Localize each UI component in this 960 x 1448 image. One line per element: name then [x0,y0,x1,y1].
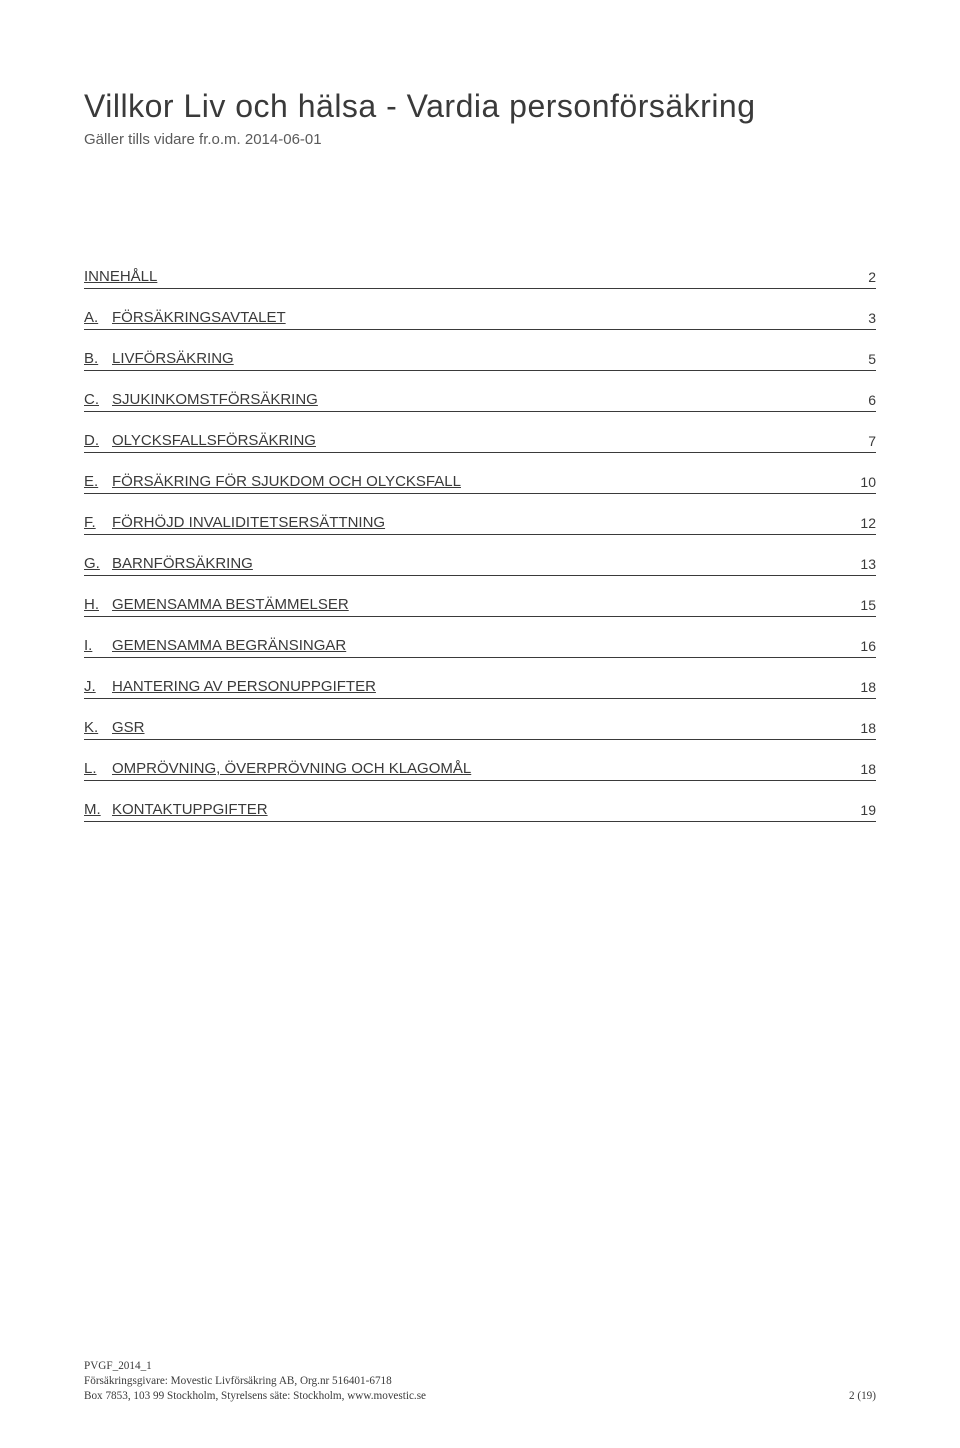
page-footer: PVGF_2014_1 Försäkringsgivare: Movestic … [84,1359,876,1404]
toc-row-text: OMPRÖVNING, ÖVERPRÖVNING OCH KLAGOMÅL [112,760,471,777]
toc-row[interactable]: J.HANTERING AV PERSONUPPGIFTER 18 [84,678,876,699]
toc-row-text: SJUKINKOMSTFÖRSÄKRING [112,391,318,408]
footer-line-1: PVGF_2014_1 [84,1359,876,1374]
toc-row-label: B.LIVFÖRSÄKRING [84,350,234,367]
toc-row-letter: E. [84,473,112,490]
toc-row[interactable]: I.GEMENSAMMA BEGRÄNSINGAR 16 [84,637,876,658]
toc-row[interactable]: A.FÖRSÄKRINGSAVTALET 3 [84,309,876,330]
toc-row-label: F.FÖRHÖJD INVALIDITETSERSÄTTNING [84,514,385,531]
toc-row[interactable]: M.KONTAKTUPPGIFTER 19 [84,801,876,822]
toc-row-label: G.BARNFÖRSÄKRING [84,555,253,572]
toc-row-page: 18 [860,679,876,695]
toc-row-text: HANTERING AV PERSONUPPGIFTER [112,678,376,695]
footer-line-3: Box 7853, 103 99 Stockholm, Styrelsens s… [84,1389,876,1404]
toc-row-page: 6 [868,392,876,408]
document-page: Villkor Liv och hälsa - Vardia personför… [0,0,960,1448]
toc-row-page: 18 [860,720,876,736]
page-subtitle: Gäller tills vidare fr.o.m. 2014-06-01 [84,131,876,148]
toc-row-page: 7 [868,433,876,449]
toc-row-label: K.GSR [84,719,145,736]
toc-row-label: C.SJUKINKOMSTFÖRSÄKRING [84,391,318,408]
toc-heading-label: INNEHÅLL [84,268,157,285]
toc-row-page: 5 [868,351,876,367]
toc-heading-page: 2 [868,269,876,285]
toc-row[interactable]: E.FÖRSÄKRING FÖR SJUKDOM OCH OLYCKSFALL 1… [84,473,876,494]
footer-line-2: Försäkringsgivare: Movestic Livförsäkrin… [84,1374,876,1389]
toc-row-letter: F. [84,514,112,531]
toc-row[interactable]: G.BARNFÖRSÄKRING 13 [84,555,876,576]
toc-row-label: M.KONTAKTUPPGIFTER [84,801,268,818]
toc-row-letter: I. [84,637,112,654]
toc-row-text: FÖRHÖJD INVALIDITETSERSÄTTNING [112,514,385,531]
toc-row-text: KONTAKTUPPGIFTER [112,801,268,818]
toc-row-letter: B. [84,350,112,367]
toc-row-letter: C. [84,391,112,408]
toc-row[interactable]: F.FÖRHÖJD INVALIDITETSERSÄTTNING 12 [84,514,876,535]
toc-row[interactable]: B.LIVFÖRSÄKRING 5 [84,350,876,371]
footer-page-counter: 2 (19) [849,1389,876,1404]
toc-row-page: 19 [860,802,876,818]
toc-row[interactable]: H.GEMENSAMMA BESTÄMMELSER 15 [84,596,876,617]
table-of-contents: A.FÖRSÄKRINGSAVTALET 3 B.LIVFÖRSÄKRING 5 C.S… [84,309,876,822]
toc-row[interactable]: C.SJUKINKOMSTFÖRSÄKRING 6 [84,391,876,412]
toc-row-page: 13 [860,556,876,572]
toc-row[interactable]: K.GSR 18 [84,719,876,740]
toc-row-letter: D. [84,432,112,449]
toc-row-page: 10 [860,474,876,490]
toc-row-letter: K. [84,719,112,736]
toc-row-label: L.OMPRÖVNING, ÖVERPRÖVNING OCH KLAGOMÅL [84,760,471,777]
footer-address: Box 7853, 103 99 Stockholm, Styrelsens s… [84,1389,426,1404]
page-title: Villkor Liv och hälsa - Vardia personför… [84,88,876,125]
toc-row[interactable]: D.OLYCKSFALLSFÖRSÄKRING 7 [84,432,876,453]
toc-row-page: 15 [860,597,876,613]
toc-row-letter: M. [84,801,112,818]
toc-row-label: I.GEMENSAMMA BEGRÄNSINGAR [84,637,346,654]
toc-row-text: LIVFÖRSÄKRING [112,350,234,367]
toc-row-label: D.OLYCKSFALLSFÖRSÄKRING [84,432,316,449]
toc-row-page: 18 [860,761,876,777]
toc-row-page: 12 [860,515,876,531]
toc-row-page: 3 [868,310,876,326]
toc-row-label: E.FÖRSÄKRING FÖR SJUKDOM OCH OLYCKSFALL [84,473,461,490]
toc-row-letter: G. [84,555,112,572]
toc-heading-row: INNEHÅLL 2 [84,268,876,289]
toc-row-letter: J. [84,678,112,695]
toc-row-letter: L. [84,760,112,777]
toc-row-letter: A. [84,309,112,326]
toc-row-letter: H. [84,596,112,613]
toc-row[interactable]: L.OMPRÖVNING, ÖVERPRÖVNING OCH KLAGOMÅL 1… [84,760,876,781]
toc-row-text: BARNFÖRSÄKRING [112,555,253,572]
toc-row-text: GEMENSAMMA BEGRÄNSINGAR [112,637,346,654]
toc-row-text: GEMENSAMMA BESTÄMMELSER [112,596,349,613]
toc-row-page: 16 [860,638,876,654]
toc-row-text: FÖRSÄKRINGSAVTALET [112,309,286,326]
toc-row-text: FÖRSÄKRING FÖR SJUKDOM OCH OLYCKSFALL [112,473,461,490]
toc-row-text: GSR [112,719,145,736]
toc-row-label: J.HANTERING AV PERSONUPPGIFTER [84,678,376,695]
toc-row-label: A.FÖRSÄKRINGSAVTALET [84,309,286,326]
toc-row-text: OLYCKSFALLSFÖRSÄKRING [112,432,316,449]
toc-row-label: H.GEMENSAMMA BESTÄMMELSER [84,596,349,613]
